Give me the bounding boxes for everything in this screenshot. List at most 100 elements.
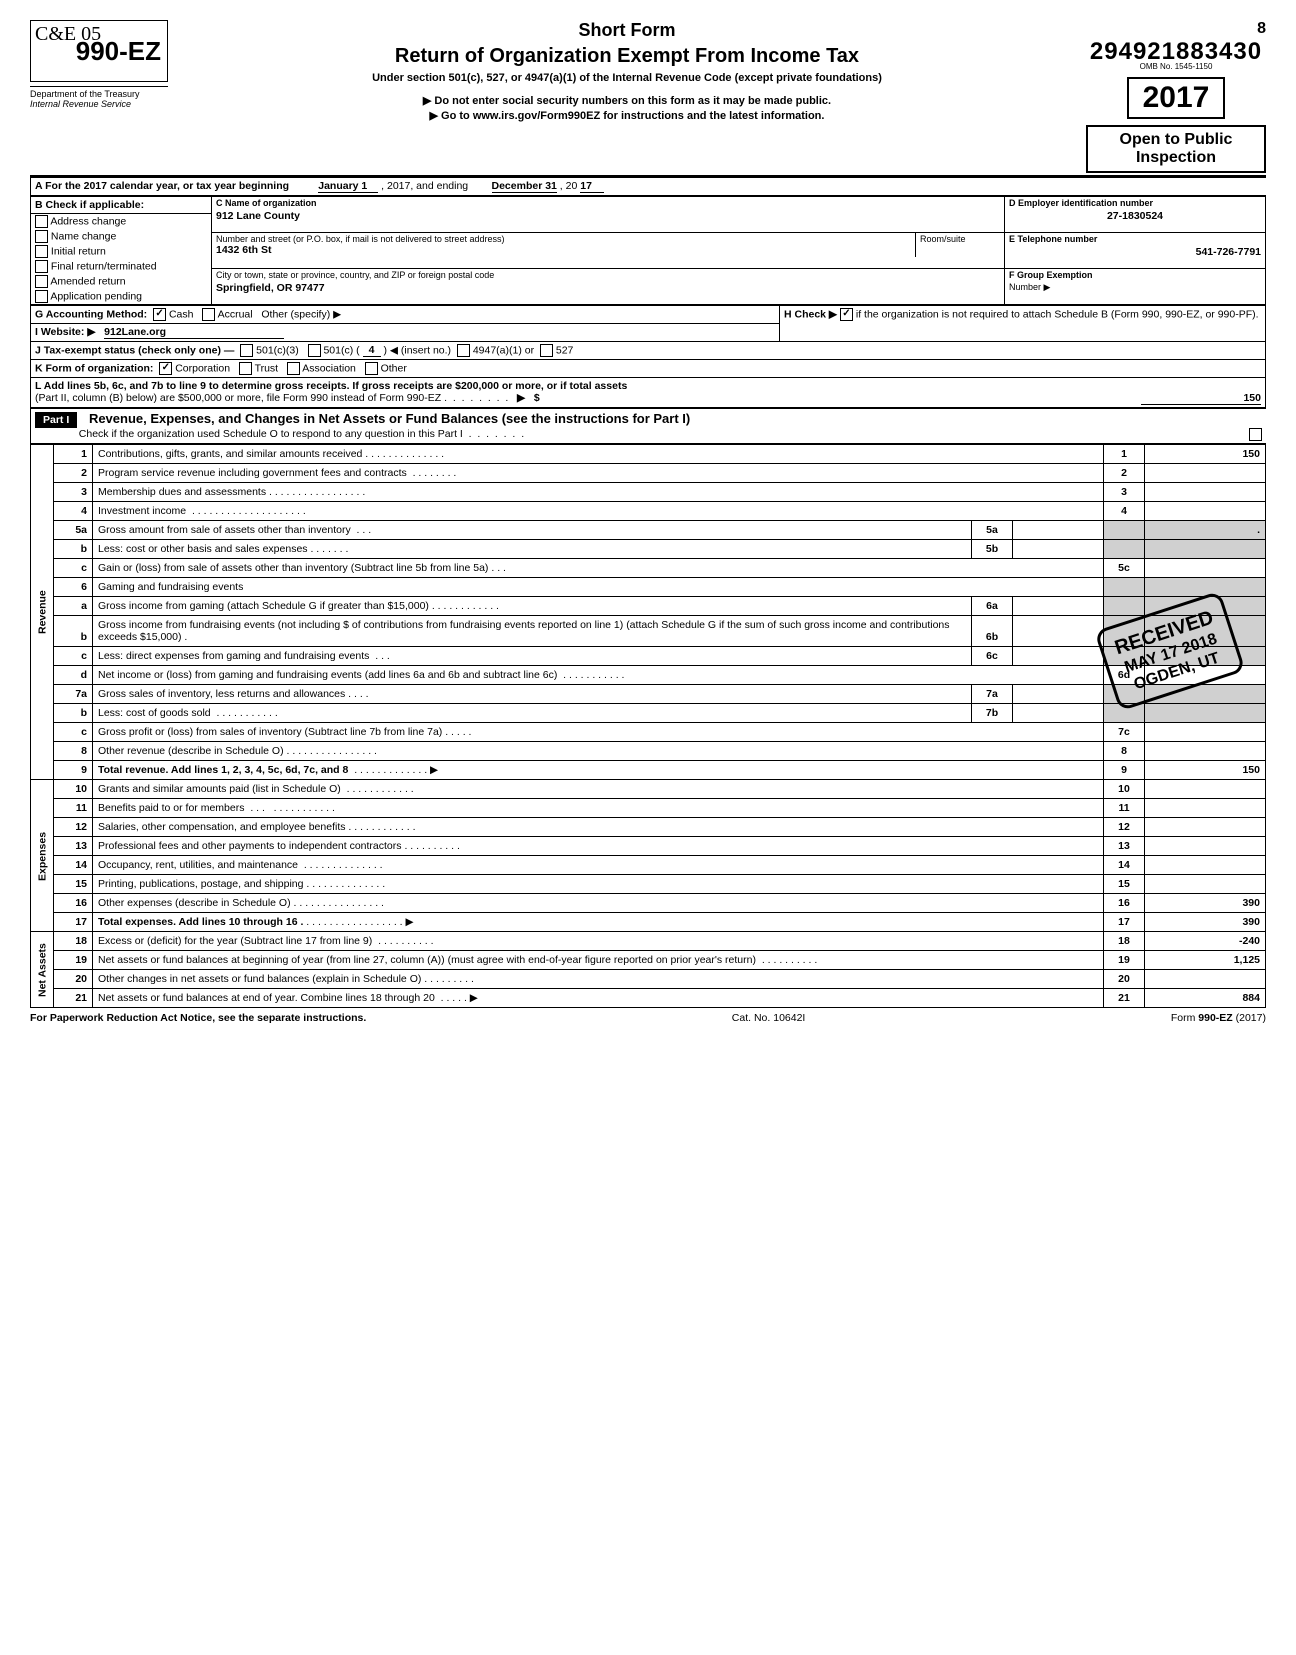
amt-14[interactable]	[1145, 856, 1266, 875]
chk-cash[interactable]: ✓	[153, 308, 166, 321]
amt-9[interactable]: 150	[1145, 761, 1266, 780]
e-label: E Telephone number	[1005, 233, 1265, 245]
mid-5b[interactable]	[1013, 540, 1104, 559]
amt-19[interactable]: 1,125	[1145, 951, 1266, 970]
amt-10[interactable]	[1145, 780, 1266, 799]
k-label: K Form of organization:	[35, 363, 153, 375]
c-street-label: Number and street (or P.O. box, if mail …	[216, 234, 911, 244]
chk-501c3[interactable]	[240, 344, 253, 357]
group-expenses: Expenses	[31, 780, 54, 932]
i-website[interactable]: 912Lane.org	[104, 326, 284, 339]
mid-7a[interactable]	[1013, 685, 1104, 704]
chk-4947[interactable]	[457, 344, 470, 357]
chk-501c[interactable]	[308, 344, 321, 357]
amt-11[interactable]	[1145, 799, 1266, 818]
mid-6c[interactable]	[1013, 647, 1104, 666]
section-bcdef: B Check if applicable: Address change Na…	[30, 196, 1266, 305]
chk-other-org[interactable]	[365, 362, 378, 375]
ghijk-block: G Accounting Method: ✓ Cash Accrual Othe…	[30, 305, 1266, 408]
chk-accrual[interactable]	[202, 308, 215, 321]
c-room-label: Room/suite	[915, 233, 1004, 257]
footer-mid: Cat. No. 10642I	[732, 1012, 806, 1024]
form-logo-box: C&E 05 990-EZ	[30, 20, 168, 82]
chk-name-change[interactable]	[35, 230, 48, 243]
amt-21[interactable]: 884	[1145, 989, 1266, 1008]
chk-application-pending[interactable]	[35, 290, 48, 303]
amt-17[interactable]: 390	[1145, 913, 1266, 932]
g-label: G Accounting Method:	[35, 308, 147, 320]
amt-2[interactable]	[1145, 464, 1266, 483]
amt-4[interactable]	[1145, 502, 1266, 521]
part1-title: Revenue, Expenses, and Changes in Net As…	[89, 411, 690, 426]
chk-assoc[interactable]	[287, 362, 300, 375]
l-amount[interactable]: 150	[1141, 392, 1261, 405]
f-label: F Group Exemption	[1005, 269, 1265, 281]
c-city[interactable]: Springfield, OR 97477	[212, 281, 1004, 295]
j-label: J Tax-exempt status (check only one) —	[35, 344, 234, 356]
dept-irs: Internal Revenue Service	[30, 99, 168, 109]
row-a-end-year[interactable]: 17	[580, 180, 604, 193]
chk-corp[interactable]: ✓	[159, 362, 172, 375]
mid-5a[interactable]	[1013, 521, 1104, 540]
amt-12[interactable]	[1145, 818, 1266, 837]
mid-6a[interactable]	[1013, 597, 1104, 616]
d-value[interactable]: 27-1830524	[1005, 209, 1265, 223]
amt-5c[interactable]	[1145, 559, 1266, 578]
amt-7c[interactable]	[1145, 723, 1266, 742]
chk-527[interactable]	[540, 344, 553, 357]
e-value[interactable]: 541-726-7791	[1005, 245, 1265, 259]
amt-15[interactable]	[1145, 875, 1266, 894]
c-street[interactable]: 1432 6th St	[216, 244, 911, 256]
dept-treasury: Department of the Treasury	[30, 86, 168, 99]
row-a-begin[interactable]: January 1	[318, 180, 378, 193]
mid-6b[interactable]	[1013, 616, 1104, 647]
amt-8[interactable]	[1145, 742, 1266, 761]
h-text: if the organization is not required to a…	[856, 308, 1259, 320]
subtitle: Under section 501(c), 527, or 4947(a)(1)…	[176, 72, 1078, 84]
chk-amended-return[interactable]	[35, 275, 48, 288]
l-line2: (Part II, column (B) below) are $500,000…	[35, 392, 447, 404]
lines-table: Revenue 1 Contributions, gifts, grants, …	[30, 444, 1266, 1008]
form-header: C&E 05 990-EZ Department of the Treasury…	[30, 20, 1266, 173]
header-right: 8 294921883430 OMB No. 1545-1150 2020171…	[1086, 20, 1266, 173]
row-a-label: A For the 2017 calendar year, or tax yea…	[35, 180, 289, 192]
form-script: C&E 05	[35, 23, 101, 46]
amt-1[interactable]: 150	[1145, 445, 1266, 464]
chk-final-return[interactable]	[35, 260, 48, 273]
c-label: C Name of organization	[212, 197, 1004, 209]
barcode-number: 294921883430	[1086, 20, 1266, 66]
part1-header: Part I Revenue, Expenses, and Changes in…	[30, 408, 1266, 444]
instr-ssn: ▶ Do not enter social security numbers o…	[176, 94, 1078, 107]
short-form-label: Short Form	[176, 20, 1078, 41]
amt-18[interactable]: -240	[1145, 932, 1266, 951]
i-label: I Website: ▶	[35, 326, 95, 338]
chk-initial-return[interactable]	[35, 245, 48, 258]
h-label: H Check ▶	[784, 308, 837, 320]
amt-20[interactable]	[1145, 970, 1266, 989]
footer-left: For Paperwork Reduction Act Notice, see …	[30, 1012, 366, 1024]
page-footer: For Paperwork Reduction Act Notice, see …	[30, 1012, 1266, 1024]
part1-check-text: Check if the organization used Schedule …	[79, 428, 463, 440]
j-insert-no[interactable]: 4	[363, 344, 381, 357]
chk-trust[interactable]	[239, 362, 252, 375]
title-main: Return of Organization Exempt From Incom…	[176, 45, 1078, 68]
chk-part1-schedo[interactable]	[1249, 428, 1262, 441]
chk-h[interactable]: ✓	[840, 308, 853, 321]
amt-16[interactable]: 390	[1145, 894, 1266, 913]
c-name[interactable]: 912 Lane County	[212, 209, 1004, 223]
header-center: Short Form Return of Organization Exempt…	[176, 20, 1078, 122]
chk-address-change[interactable]	[35, 215, 48, 228]
row-a-end-month[interactable]: December 31	[492, 180, 557, 193]
page-number: 8	[1257, 20, 1266, 38]
amt-3[interactable]	[1145, 483, 1266, 502]
b-header: B Check if applicable:	[31, 197, 211, 214]
instr-url: ▶ Go to www.irs.gov/Form990EZ for instru…	[176, 109, 1078, 122]
part1-label: Part I	[35, 412, 77, 428]
group-revenue: Revenue	[31, 445, 54, 780]
l-line1: L Add lines 5b, 6c, and 7b to line 9 to …	[35, 380, 627, 392]
row-a: A For the 2017 calendar year, or tax yea…	[30, 177, 1266, 196]
mid-7b[interactable]	[1013, 704, 1104, 723]
d-label: D Employer identification number	[1005, 197, 1265, 209]
tax-year: 20201717	[1127, 77, 1226, 119]
amt-13[interactable]	[1145, 837, 1266, 856]
